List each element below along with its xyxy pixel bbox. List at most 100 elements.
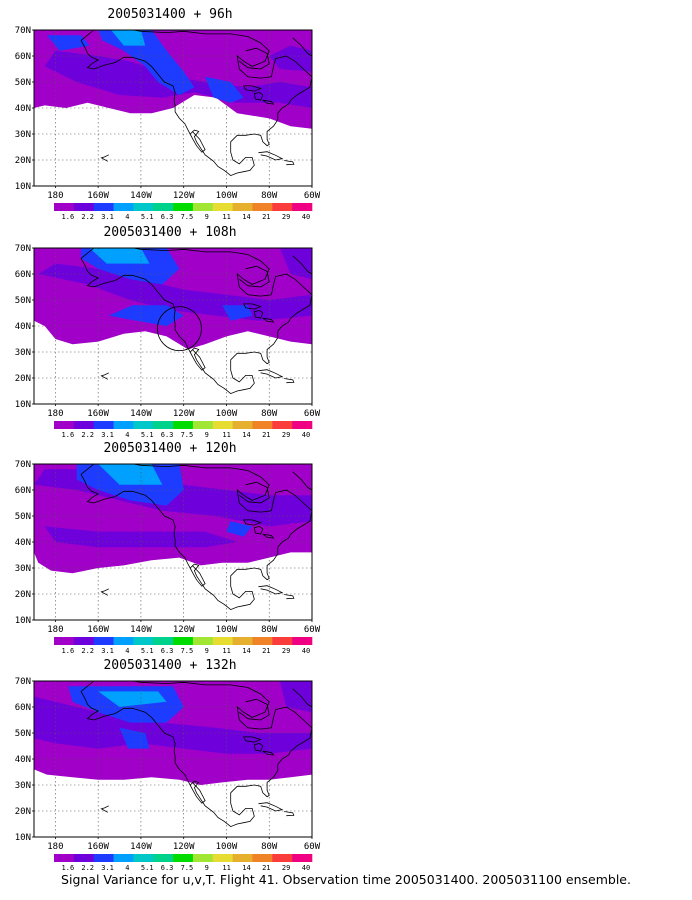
coastlines (80, 30, 312, 177)
lon-tick-label: 160W (87, 409, 109, 419)
map-panel-96h: 2005031400 + 96h 70N 60N 50N 40N 30N 20N 10N 18… (0, 8, 340, 230)
great-lake (253, 742, 264, 752)
colorbar-swatch (252, 854, 273, 862)
great-lake (242, 303, 262, 310)
great-lake (253, 91, 264, 101)
colorbar-swatch (292, 421, 313, 429)
coastline (239, 265, 270, 288)
colorbar-swatch (54, 421, 75, 429)
great-lake (242, 85, 262, 92)
variance-contour-violet (279, 681, 312, 713)
lat-tick-label: 30N (15, 348, 31, 358)
lat-tick-label: 30N (15, 781, 31, 791)
great-lake (262, 750, 275, 756)
colorbar-swatch (232, 203, 253, 211)
colorbar-swatch (173, 203, 194, 211)
lat-tick-label: 50N (15, 512, 31, 522)
variance-map: 70N 60N 50N 40N 30N 20N 10N 180 160W 140W 120W 100W… (15, 460, 321, 655)
colorbar-label: 14 (242, 431, 250, 439)
colorbar-label: 6.3 (161, 431, 174, 439)
lat-tick-label: 60N (15, 703, 31, 713)
colorbar-swatch (192, 421, 214, 429)
coastline (286, 464, 312, 491)
colorbar-swatch (113, 854, 134, 862)
coastline (258, 151, 284, 161)
lon-tick-label: 80W (261, 191, 278, 201)
coastlines (80, 248, 312, 395)
colorbar-label: 1.6 (62, 647, 75, 655)
coastline (100, 154, 109, 162)
colorbar-swatch (212, 854, 233, 862)
coastline (258, 585, 284, 595)
map-field (34, 681, 312, 837)
map-field (34, 464, 312, 620)
colorbar-label: 29 (282, 213, 290, 221)
colorbar-swatch (54, 637, 75, 645)
coastline (258, 369, 284, 379)
coastlines (80, 681, 312, 828)
lon-tick-label: 60W (304, 409, 321, 419)
lat-tick-label: 60N (15, 270, 31, 280)
lat-tick-label: 30N (15, 564, 31, 574)
colorbar-swatch (192, 637, 214, 645)
colorbar-swatch (272, 203, 293, 211)
panel-title: 2005031400 + 108h (103, 225, 237, 240)
colorbar-swatch (133, 421, 154, 429)
lon-tick-label: 160W (87, 625, 109, 635)
coastline (239, 47, 270, 70)
colorbar-swatch (292, 203, 313, 211)
colorbar-swatch (133, 637, 154, 645)
colorbar-swatch (252, 203, 273, 211)
colorbar-label: 40 (302, 431, 310, 439)
lat-tick-label: 20N (15, 374, 31, 384)
lon-tick-label: 180 (47, 842, 63, 852)
great-lake (262, 533, 275, 539)
colorbar-swatch (272, 854, 293, 862)
panel-title: 2005031400 + 120h (103, 441, 237, 456)
colorbar-label: 7.5 (181, 213, 194, 221)
colorbar-swatch (272, 421, 293, 429)
colorbar-label: 4 (125, 864, 129, 872)
lon-tick-label: 120W (173, 625, 195, 635)
colorbar-label: 11 (222, 647, 230, 655)
colorbar-swatch (272, 637, 293, 645)
lon-tick-label: 80W (261, 625, 278, 635)
colorbar-swatch (173, 854, 194, 862)
lat-tick-label: 20N (15, 807, 31, 817)
lat-tick-label: 10N (15, 182, 31, 192)
colorbar-label: 9 (205, 213, 209, 221)
lon-tick-label: 180 (47, 409, 63, 419)
lat-tick-label: 60N (15, 486, 31, 496)
lon-tick-label: 140W (130, 409, 152, 419)
colorbar-label: 21 (262, 647, 270, 655)
colorbar-swatch (113, 203, 134, 211)
colorbar-swatch (54, 854, 75, 862)
colorbar-label: 5.1 (141, 213, 154, 221)
lon-tick-label: 100W (216, 191, 238, 201)
colorbar-label: 4 (125, 431, 129, 439)
lon-tick-label: 140W (130, 842, 152, 852)
colorbar-swatch (93, 203, 114, 211)
lat-tick-label: 20N (15, 590, 31, 600)
variance-contour-lightblue (89, 248, 150, 264)
lon-tick-label: 180 (47, 625, 63, 635)
map-panel-120h: 2005031400 + 120h 70N 60N 50N 40N 30N 20N 10N 1… (0, 442, 340, 664)
map-field (34, 30, 312, 186)
variance-contour-lightblue (111, 30, 146, 46)
colorbar-label: 6.3 (161, 213, 174, 221)
colorbar-label: 2.2 (81, 431, 94, 439)
colorbar-label: 14 (242, 864, 250, 872)
colorbar-swatch (93, 637, 114, 645)
coastline (100, 372, 109, 380)
variance-contour-blue (108, 305, 184, 326)
coastline (100, 805, 109, 813)
variance-contour-blue (46, 35, 90, 51)
colorbar-swatch (212, 421, 233, 429)
coastline (100, 588, 109, 596)
colorbar-label: 40 (302, 213, 310, 221)
observation-region-circle (157, 306, 202, 351)
lat-tick-label: 10N (15, 833, 31, 843)
coastline (80, 30, 312, 177)
colorbar-label: 9 (205, 864, 209, 872)
figure-caption: Signal Variance for u,v,T. Flight 41. Ob… (61, 872, 631, 887)
